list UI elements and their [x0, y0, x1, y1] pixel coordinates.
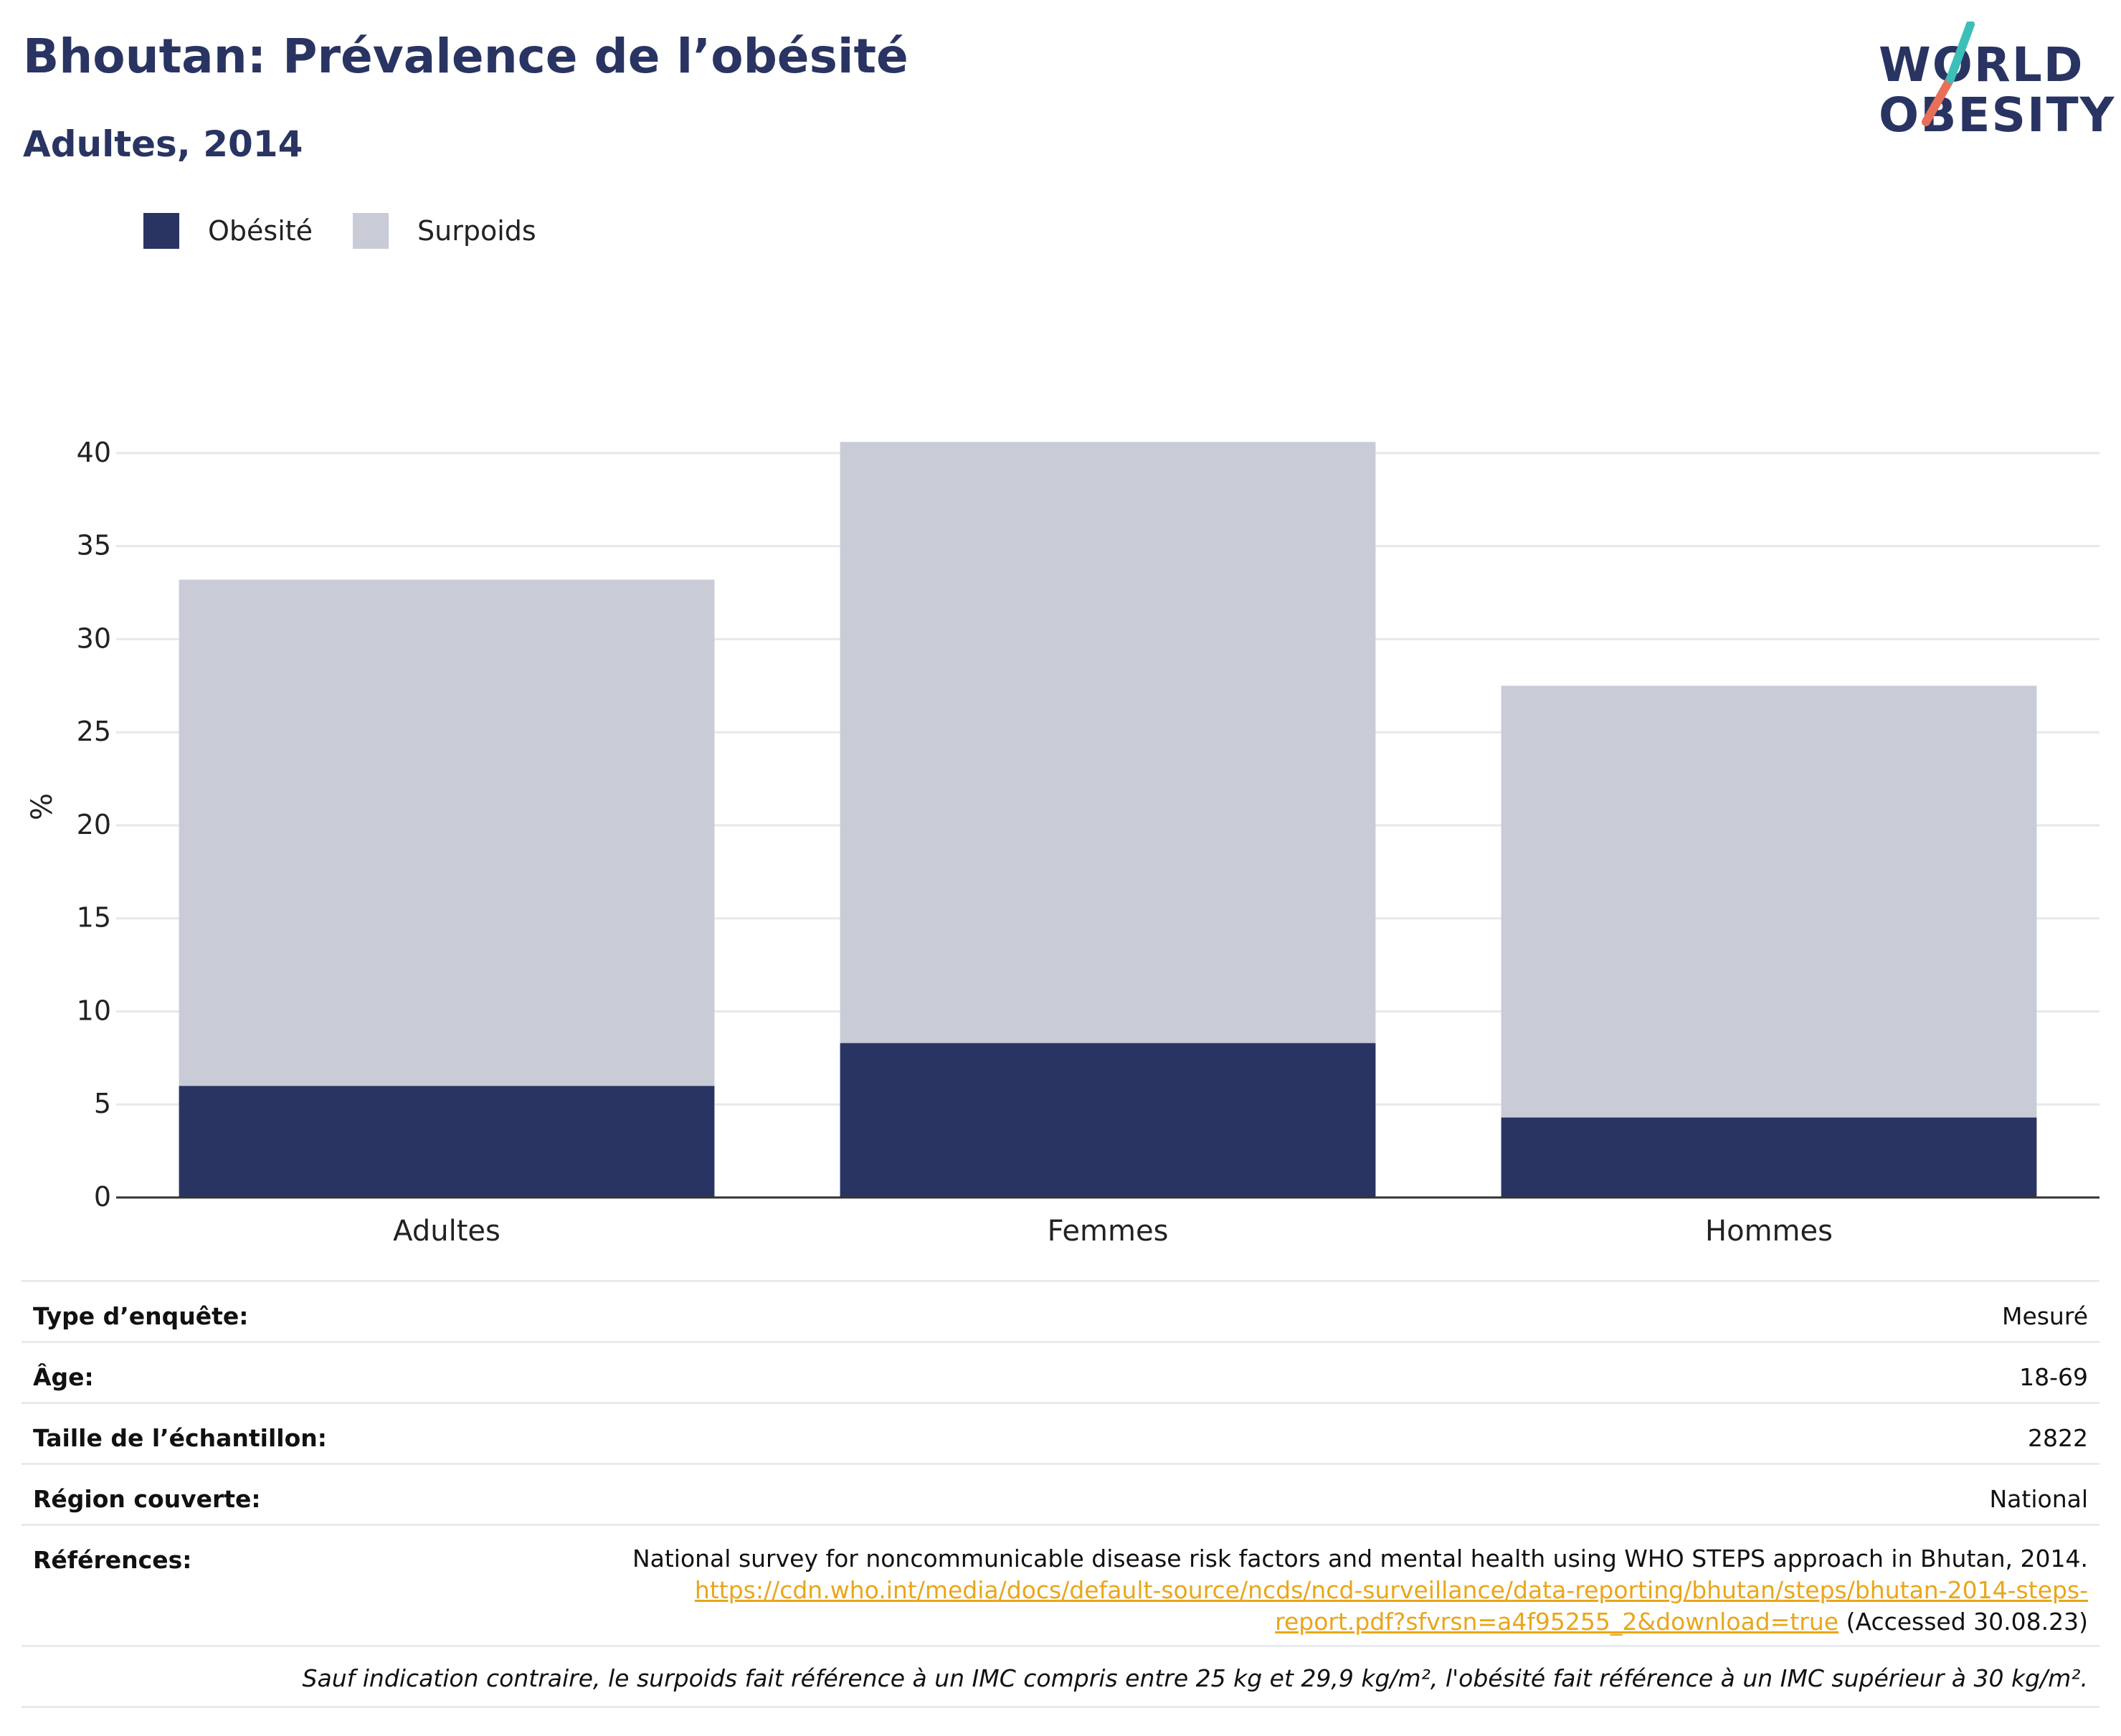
page-title: Bhoutan: Prévalence de l’obésité — [23, 29, 908, 84]
legend-item-obesity: Obésité — [143, 213, 313, 249]
world-obesity-logo: WORLD OBESITY — [1864, 22, 2114, 151]
y-tick-label: 5 — [94, 1088, 111, 1119]
logo-line2: OBESITY — [1879, 87, 2116, 143]
survey-metadata-table: Type d’enquête: Mesuré Âge: 18-69 Taille… — [22, 1280, 2099, 1708]
meta-row-sample-size: Taille de l’échantillon: 2822 — [22, 1402, 2099, 1463]
meta-key: Taille de l’échantillon: — [33, 1424, 327, 1452]
meta-row-survey-type: Type d’enquête: Mesuré — [22, 1280, 2099, 1341]
bar-overweight — [179, 579, 715, 1086]
stacked-bar-chart: 0 5 10 15 20 25 30 35 40% Adultes Femmes Hommes — [26, 437, 2099, 1248]
y-tick-label: 30 — [77, 622, 111, 654]
y-tick-label: 20 — [77, 809, 111, 840]
bar-obesity — [840, 1043, 1376, 1197]
meta-key: Type d’enquête: — [33, 1302, 249, 1330]
x-tick-label: Adultes — [393, 1215, 500, 1248]
legend-swatch-overweight — [353, 213, 389, 249]
reference-block: National survey for noncommunicable dise… — [632, 1543, 2088, 1638]
y-axis-label: % — [26, 793, 59, 820]
y-tick-label: 35 — [77, 530, 111, 561]
meta-row-references: Références: National survey for noncommu… — [22, 1524, 2099, 1645]
bar-overweight — [1501, 686, 2037, 1118]
reference-link[interactable]: https://cdn.who.int/media/docs/default-s… — [694, 1576, 2088, 1604]
page-subtitle: Adultes, 2014 — [23, 123, 303, 165]
meta-value: National — [1989, 1485, 2088, 1513]
reference-link-continued[interactable]: report.pdf?sfvrsn=a4f95255_2&download=tr… — [1275, 1608, 1839, 1636]
meta-value: 2822 — [2028, 1424, 2088, 1452]
meta-key: Région couverte: — [33, 1485, 261, 1513]
meta-value: Mesuré — [2001, 1302, 2088, 1330]
bar-obesity — [1501, 1117, 2037, 1197]
meta-row-footnote: Sauf indication contraire, le surpoids f… — [22, 1645, 2099, 1706]
meta-row-age: Âge: 18-69 — [22, 1341, 2099, 1402]
bar-obesity — [179, 1086, 715, 1197]
y-tick-label: 40 — [77, 437, 111, 468]
reference-accessed-date: (Accessed 30.08.23) — [1838, 1608, 2088, 1636]
table-bottom-divider — [22, 1706, 2099, 1708]
meta-value: 18-69 — [2019, 1363, 2088, 1391]
y-tick-label: 10 — [77, 995, 111, 1026]
x-tick-label: Hommes — [1705, 1215, 1833, 1248]
legend-swatch-obesity — [143, 213, 179, 249]
chart-legend: Obésité Surpoids — [143, 212, 576, 250]
logo-slash-icon — [1922, 22, 1975, 126]
legend-item-overweight: Surpoids — [353, 213, 536, 249]
reference-text: National survey for noncommunicable dise… — [632, 1545, 2088, 1573]
bar-overweight — [840, 442, 1376, 1043]
definition-footnote: Sauf indication contraire, le surpoids f… — [302, 1664, 2088, 1692]
meta-key: Âge: — [33, 1363, 94, 1391]
logo-line1: WORLD — [1879, 37, 2084, 93]
meta-key: Références: — [33, 1546, 192, 1574]
y-tick-label: 0 — [94, 1181, 111, 1213]
legend-label-obesity: Obésité — [208, 215, 313, 247]
legend-label-overweight: Surpoids — [417, 215, 536, 247]
x-tick-label: Femmes — [1048, 1215, 1169, 1248]
y-tick-label: 25 — [77, 716, 111, 747]
meta-row-region: Région couverte: National — [22, 1463, 2099, 1524]
y-tick-label: 15 — [77, 902, 111, 934]
